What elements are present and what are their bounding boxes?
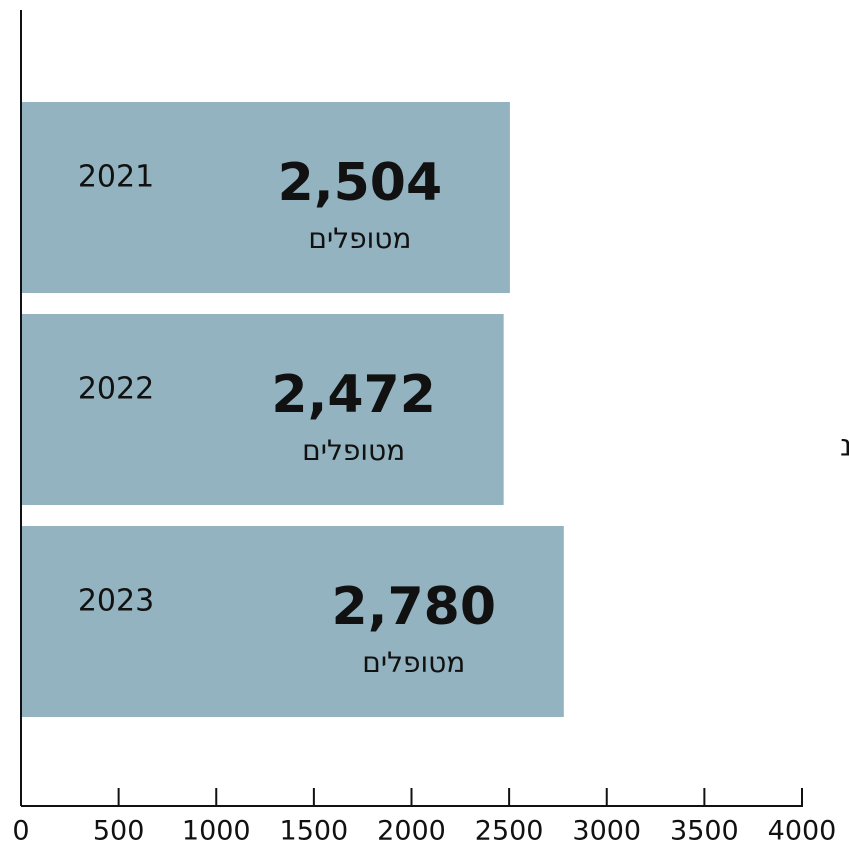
category-label: 2021	[78, 160, 154, 195]
x-tick-label: 1500	[280, 816, 349, 845]
value-label: 2,504	[278, 153, 442, 213]
x-tick-label: 3500	[670, 816, 739, 845]
category-label: 2022	[78, 372, 154, 407]
x-tick-label: 0	[12, 816, 29, 845]
x-tick-label: 2000	[377, 816, 446, 845]
x-tick-label: 2500	[475, 816, 544, 845]
x-tick-label: 3000	[572, 816, 641, 845]
x-tick-label: 4000	[768, 816, 837, 845]
x-tick-label: 500	[93, 816, 145, 845]
bar	[21, 102, 510, 293]
value-label: 2,780	[332, 577, 496, 637]
unit-label: מטופלים	[308, 222, 411, 255]
unit-label: מטופלים	[362, 646, 465, 679]
annotation: נ	[840, 429, 849, 464]
x-tick-label: 1000	[182, 816, 251, 845]
bar	[21, 314, 504, 505]
unit-label: מטופלים	[302, 434, 405, 467]
value-label: 2,472	[271, 365, 435, 425]
category-label: 2023	[78, 584, 154, 619]
bar	[21, 526, 564, 717]
